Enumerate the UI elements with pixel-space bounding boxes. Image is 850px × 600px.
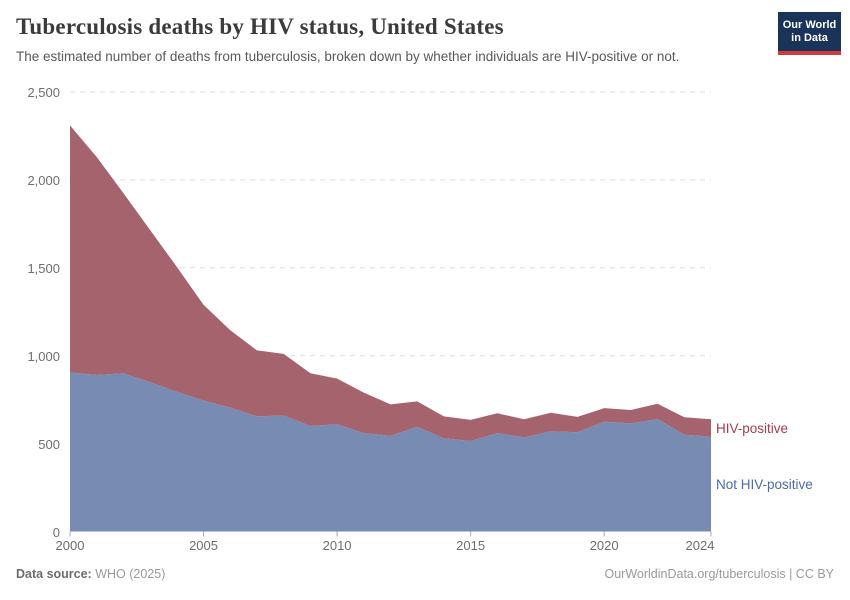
y-axis-label-2500: 2,500	[27, 85, 60, 100]
page-title: Tuberculosis deaths by HIV status, Unite…	[16, 14, 504, 39]
data-source-note: Data source: WHO (2025)	[16, 567, 165, 581]
credit-link[interactable]: OurWorldinData.org/tuberculosis | CC BY	[604, 567, 835, 581]
y-axis-label-1500: 1,500	[27, 260, 60, 276]
owid-logo-red-bar	[778, 51, 841, 55]
chart-footer: Data source: WHO (2025) OurWorldinData.o…	[16, 567, 834, 581]
y-axis-label-1000: 1,000	[27, 348, 60, 364]
y-axis-label-500: 500	[38, 436, 60, 452]
chart-header: Tuberculosis deaths by HIV status, Unite…	[16, 14, 679, 64]
x-axis-label-2015: 2015	[456, 538, 486, 553]
series-label-not-hiv-positive: Not HIV-positive	[716, 477, 813, 492]
x-axis-label-2010: 2010	[322, 538, 352, 553]
owid-logo: Our World in Data	[778, 12, 841, 55]
area-hiv-positive[interactable]	[70, 125, 711, 442]
x-axis-label-2020: 2020	[589, 538, 619, 553]
x-axis-label-2000: 2000	[55, 538, 85, 553]
x-axis-label-2005: 2005	[189, 538, 218, 553]
y-axis-label-2000: 2,000	[27, 172, 60, 188]
data-source-value: WHO (2025)	[91, 567, 166, 581]
data-source-label: Data source:	[16, 567, 92, 581]
series-label-hiv-positive: HIV-positive	[716, 421, 789, 436]
page-subtitle: The estimated number of deaths from tube…	[16, 49, 680, 64]
y-axis-label-0: 0	[52, 524, 60, 540]
x-axis-label-2024: 2024	[685, 538, 715, 553]
owid-logo-text: Our World in Data	[778, 12, 841, 51]
area-not-hiv-positive[interactable]	[70, 372, 711, 532]
